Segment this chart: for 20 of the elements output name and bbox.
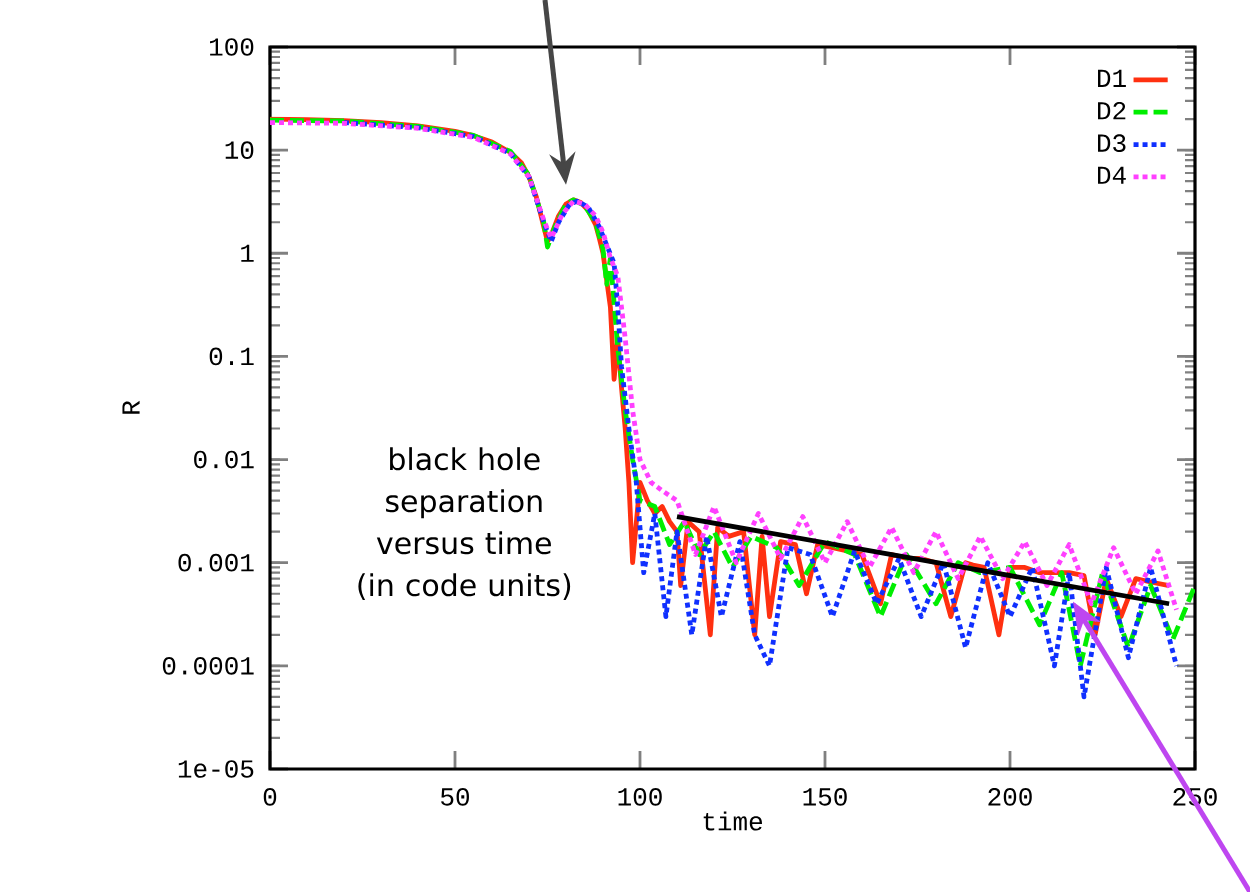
y-tick-label: 100 <box>210 38 254 56</box>
y-tick-label: 0.0001 <box>162 657 254 675</box>
x-tick-label: 50 <box>441 788 469 806</box>
legend-label: D2 <box>1098 101 1126 120</box>
y-tick-label: 0.1 <box>209 347 254 366</box>
legend-label: D4 <box>1098 166 1126 184</box>
x-tick-label: 150 <box>803 788 847 806</box>
y-tick-label: 1 <box>241 244 254 262</box>
annotation: black hole separation versus time (in code units) <box>358 447 571 600</box>
y-tick-label: 0.01 <box>194 450 254 469</box>
x-tick-label: 100 <box>618 788 662 806</box>
y-tick-label: 10 <box>225 141 254 159</box>
x-tick-label: 200 <box>988 788 1032 806</box>
legend-label: D1 <box>1098 69 1126 87</box>
legend-label: D3 <box>1098 134 1126 152</box>
x-tick-label: 0 <box>263 788 277 806</box>
y-tick-label: 1e-05 <box>178 760 254 778</box>
y-axis-title: R <box>122 400 140 414</box>
x-axis-title: time <box>703 811 762 831</box>
y-tick-label: 0.001 <box>178 553 254 572</box>
